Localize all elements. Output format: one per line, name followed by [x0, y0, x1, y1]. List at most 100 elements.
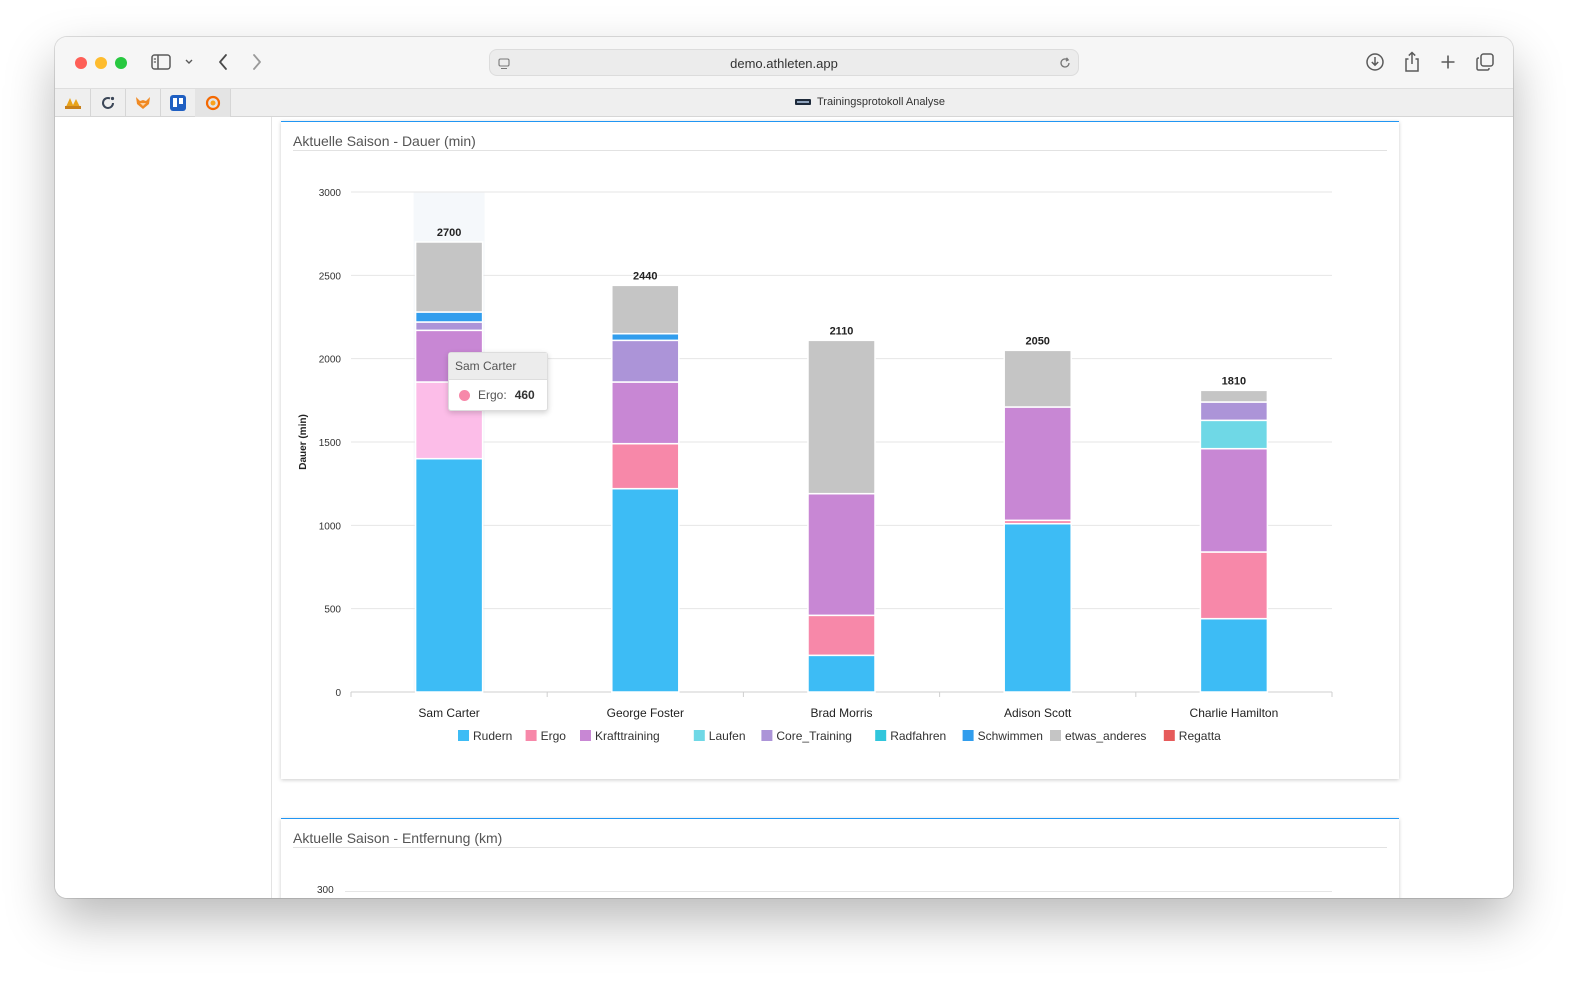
x-tick-label: George Foster	[607, 706, 684, 720]
legend-label: Radfahren	[890, 729, 946, 743]
address-bar[interactable]: demo.athleten.app	[489, 49, 1079, 76]
bar-segment	[1003, 406, 1072, 522]
pinned-tab-grafana[interactable]	[195, 89, 231, 117]
y-tick-label: 2000	[319, 355, 342, 366]
tab-favicon-icon	[795, 99, 811, 105]
tooltip-value: 460	[514, 388, 535, 402]
legend-label: Laufen	[709, 729, 746, 743]
bar-segment	[1199, 419, 1269, 450]
legend-swatch	[761, 730, 773, 741]
share-icon[interactable]	[1401, 50, 1423, 74]
back-icon[interactable]	[213, 50, 233, 74]
downloads-icon[interactable]	[1364, 50, 1386, 74]
y-tick-label: 3000	[319, 188, 342, 199]
bar-segment	[1199, 447, 1269, 553]
new-tab-icon[interactable]	[1437, 50, 1459, 74]
y-tick-label: 1000	[319, 521, 342, 532]
bar-segment	[807, 492, 876, 617]
y-axis-title: Dauer (min)	[298, 414, 309, 470]
legend-swatch	[1050, 730, 1061, 741]
bar-segment	[611, 487, 680, 693]
legend-swatch	[525, 730, 537, 741]
bar-segment	[1003, 522, 1072, 693]
sidebar-toggle-icon[interactable]	[150, 50, 172, 74]
legend-label: Regatta	[1179, 729, 1221, 743]
y-tick-label: 1500	[319, 438, 342, 449]
duration-stacked-bar-chart: 0 500 1000 1500 2000 2500 3000 Dauer (min) 2700 S…	[298, 188, 1333, 743]
x-tick-label: Brad Morris	[810, 706, 872, 720]
y-tick-label: 2500	[319, 271, 342, 282]
bar-segment	[414, 241, 484, 313]
page-content: Aktuelle Saison - Dauer (min) 0 500 1000 15…	[55, 117, 1513, 898]
bar-segment	[611, 442, 680, 490]
trello-icon	[169, 95, 186, 111]
bar-segment	[807, 614, 876, 657]
bar-segment	[1003, 349, 1072, 408]
bar-segment	[611, 339, 680, 383]
bar-total-label: 2050	[1025, 335, 1049, 347]
y-tick-label: 500	[324, 605, 341, 616]
card-divider	[293, 847, 1387, 848]
legend-label: etwas_anderes	[1065, 729, 1146, 743]
x-tick-label: Adison Scott	[1004, 706, 1072, 720]
pma-icon	[64, 98, 81, 109]
browser-window: demo.athleten.app	[55, 37, 1513, 898]
tab-bar: Trainingsprotokoll Analyse	[55, 88, 1513, 117]
bar-segment	[611, 284, 680, 335]
legend-swatch	[962, 730, 974, 741]
legend-label: Rudern	[473, 729, 512, 743]
y-tick-label: 0	[335, 688, 341, 699]
zoom-window-button[interactable]	[115, 57, 127, 69]
tab-overview-icon[interactable]	[1474, 50, 1496, 74]
legend-label: Schwimmen	[978, 729, 1043, 743]
pinned-tab-fox[interactable]	[125, 89, 161, 117]
chart-tooltip: Sam Carter Ergo: 460	[448, 352, 548, 411]
chevron-down-icon[interactable]	[183, 50, 195, 74]
legend-swatch	[580, 730, 591, 741]
legend-label: Krafttraining	[595, 729, 660, 743]
card-divider	[293, 150, 1387, 151]
legend-swatch	[458, 730, 469, 741]
legend-swatch	[875, 730, 887, 741]
card-title: Aktuelle Saison - Entfernung (km)	[293, 830, 503, 846]
bar-segment	[1199, 401, 1269, 422]
bar-total-label: 2440	[633, 270, 657, 282]
fox-icon	[135, 97, 150, 109]
pinned-tab-trello[interactable]	[160, 89, 196, 117]
pinned-tab-pma[interactable]	[55, 89, 91, 117]
active-tab[interactable]: Trainingsprotokoll Analyse	[795, 96, 945, 108]
legend-swatch	[1163, 730, 1175, 741]
tooltip-series-dot	[459, 389, 470, 401]
bar-segment	[611, 332, 680, 342]
bar-segment	[414, 321, 484, 332]
legend-label: Ergo	[541, 729, 567, 743]
duration-chart-card: Aktuelle Saison - Dauer (min) 0 500 1000 15…	[281, 121, 1399, 779]
card-title: Aktuelle Saison - Dauer (min)	[293, 133, 476, 149]
tab-title: Trainingsprotokoll Analyse	[817, 96, 945, 108]
legend-label: Core_Training	[776, 729, 852, 743]
forward-icon[interactable]	[247, 50, 267, 74]
bar-segment	[414, 311, 484, 323]
bar-total-label: 1810	[1222, 375, 1246, 387]
bar-segment	[1199, 551, 1269, 620]
url-text: demo.athleten.app	[730, 56, 838, 71]
close-window-button[interactable]	[75, 57, 87, 69]
y-tick-label: 300	[317, 885, 334, 896]
bar-segment	[1199, 617, 1269, 693]
x-tick-label: Sam Carter	[418, 706, 479, 720]
reload-icon[interactable]	[1058, 56, 1072, 75]
cycle-icon	[101, 96, 114, 109]
bar-segment	[1199, 389, 1269, 403]
pinned-tab-cycle[interactable]	[90, 89, 126, 117]
bar-segment	[414, 457, 484, 693]
minimize-window-button[interactable]	[95, 57, 107, 69]
page-settings-icon[interactable]	[498, 57, 510, 75]
browser-toolbar: demo.athleten.app	[55, 37, 1513, 88]
bar-segment	[611, 381, 680, 445]
x-tick-label: Charlie Hamilton	[1190, 706, 1279, 720]
bar-total-label: 2110	[830, 325, 854, 337]
bar-total-label: 2700	[437, 227, 461, 239]
gridline	[345, 891, 1332, 892]
grafana-icon	[205, 95, 220, 111]
bar-segment	[807, 339, 876, 495]
